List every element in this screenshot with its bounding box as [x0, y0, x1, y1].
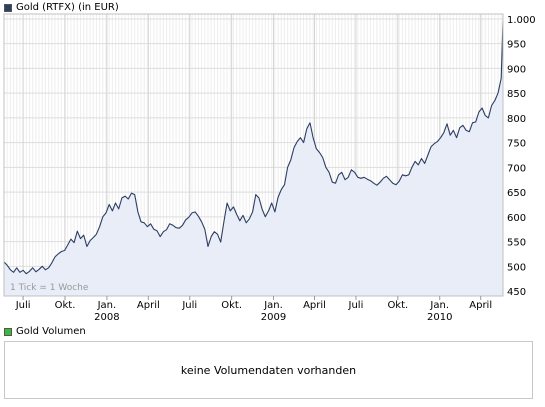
y-tick-label: 500: [507, 262, 526, 273]
x-tick-label: April: [469, 300, 492, 311]
x-year-label: 2008: [94, 312, 119, 323]
x-tick-label: Juli: [181, 300, 197, 311]
volume-legend: Gold Volumen: [4, 326, 86, 337]
x-tick-label: Jan.: [263, 300, 283, 311]
y-tick-label: 650: [507, 188, 526, 199]
y-tick-label: 600: [507, 213, 526, 224]
x-year-label: 2009: [261, 312, 286, 323]
plot-frame: [3, 13, 504, 297]
y-tick-label: 750: [507, 139, 526, 150]
price-area: [4, 21, 503, 297]
y-tick-label: 700: [507, 163, 526, 174]
x-tick-label: Juli: [15, 300, 31, 311]
y-tick-label: 1.000: [507, 15, 536, 26]
x-tick-label: Okt.: [387, 300, 408, 311]
price-legend: Gold (RTFX) (in EUR): [4, 2, 119, 13]
x-tick-label: Okt.: [55, 300, 76, 311]
y-tick-label: 450: [507, 287, 526, 298]
y-tick-label: 900: [507, 64, 526, 75]
x-year-label: 2010: [427, 312, 452, 323]
volume-empty-message: keine Volumendaten vorhanden: [180, 363, 357, 377]
x-tick-label: Jan.: [97, 300, 117, 311]
y-tick-label: 850: [507, 89, 526, 100]
volume-panel: keine Volumendaten vorhanden: [4, 341, 533, 399]
y-tick-label: 800: [507, 114, 526, 125]
price-chart: 450 500 550 600 650 700 750 800 850 900 950 1.000 Ju…: [3, 13, 536, 323]
y-tick-label: 950: [507, 40, 526, 51]
price-legend-swatch: [4, 3, 12, 12]
tick-note: 1 Tick = 1 Woche: [10, 283, 89, 293]
volume-legend-label: Gold Volumen: [16, 326, 86, 337]
x-tick-label: April: [303, 300, 326, 311]
price-legend-label: Gold (RTFX) (in EUR): [16, 2, 119, 13]
volume-legend-swatch: [4, 327, 12, 336]
x-tick-label: Okt.: [221, 300, 242, 311]
x-tick-label: April: [137, 300, 160, 311]
y-tick-label: 550: [507, 238, 526, 249]
price-line: [3, 21, 504, 275]
x-tick-label: Jan.: [429, 300, 449, 311]
x-tick-label: Juli: [348, 300, 364, 311]
